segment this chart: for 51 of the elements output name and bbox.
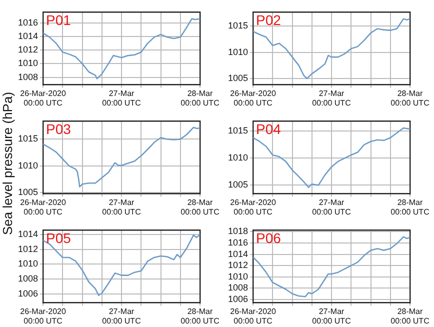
- chart-title: P03: [46, 120, 72, 137]
- chart-title: P02: [256, 12, 282, 28]
- y-tick-label: 1015: [18, 134, 38, 144]
- x-tick-label: 28-Mar 00:00 UTC: [180, 88, 220, 108]
- y-tick-label: 1005: [18, 187, 38, 198]
- y-tick-label: 1010: [228, 271, 248, 282]
- y-axis-title: Sea level pressure (hPa): [0, 92, 16, 236]
- y-tick-label: 1006: [228, 294, 248, 304]
- y-tick-label: 1010: [18, 160, 38, 170]
- y-tick-label: 1005: [228, 180, 248, 190]
- x-tick-label: 28-Mar 00:00 UTC: [180, 198, 220, 216]
- x-tick-label: 28-Mar 00:00 UTC: [390, 88, 430, 108]
- x-tick-label: 27-Mar 00:00 UTC: [312, 198, 352, 216]
- y-tick-label: 1008: [18, 72, 38, 82]
- x-tick-label: 26-Mar-2020 00:00 UTC: [230, 198, 276, 216]
- y-tick-label: 1012: [18, 44, 38, 55]
- y-tick-label: 1010: [18, 258, 38, 269]
- x-tick-label: 27-Mar 00:00 UTC: [102, 88, 142, 108]
- chart-title: P04: [256, 120, 282, 137]
- x-tick-label: 26-Mar-2020 00:00 UTC: [20, 88, 66, 108]
- x-tick-label: 28-Mar 00:00 UTC: [180, 306, 220, 326]
- y-tick-label: 1008: [228, 282, 248, 293]
- x-tick-label: 26-Mar-2020 00:00 UTC: [230, 88, 276, 108]
- y-tick-label: 1012: [228, 260, 248, 270]
- y-tick-label: 1014: [228, 248, 248, 259]
- y-tick-label: 1006: [18, 288, 38, 298]
- y-tick-label: 1012: [18, 244, 38, 254]
- y-tick-label: 1014: [18, 228, 38, 239]
- y-tick-label: 1010: [228, 46, 248, 57]
- x-tick-label: 26-Mar-2020 00:00 UTC: [20, 198, 66, 216]
- x-tick-label: 28-Mar 00:00 UTC: [390, 306, 430, 326]
- x-tick-label: 27-Mar 00:00 UTC: [312, 306, 352, 326]
- y-tick-label: 1015: [228, 126, 248, 136]
- y-tick-label: 1005: [228, 73, 248, 83]
- x-tick-label: 26-Mar-2020 00:00 UTC: [230, 306, 276, 326]
- y-tick-label: 1014: [18, 30, 38, 41]
- y-tick-label: 1018: [228, 226, 248, 236]
- x-tick-label: 26-Mar-2020 00:00 UTC: [20, 306, 66, 326]
- chart-title: P05: [46, 230, 72, 246]
- chart-title: P06: [256, 230, 282, 246]
- x-tick-label: 27-Mar 00:00 UTC: [312, 88, 352, 108]
- y-tick-label: 1016: [228, 237, 248, 248]
- x-tick-label: 28-Mar 00:00 UTC: [390, 198, 430, 216]
- y-tick-label: 1015: [228, 20, 248, 31]
- y-tick-label: 1010: [18, 58, 38, 68]
- x-tick-label: 27-Mar 00:00 UTC: [102, 198, 142, 216]
- x-tick-label: 27-Mar 00:00 UTC: [102, 306, 142, 326]
- y-tick-label: 1010: [228, 152, 248, 163]
- y-tick-label: 1008: [18, 274, 38, 284]
- y-tick-label: 1016: [18, 17, 38, 28]
- chart-title: P01: [46, 12, 72, 28]
